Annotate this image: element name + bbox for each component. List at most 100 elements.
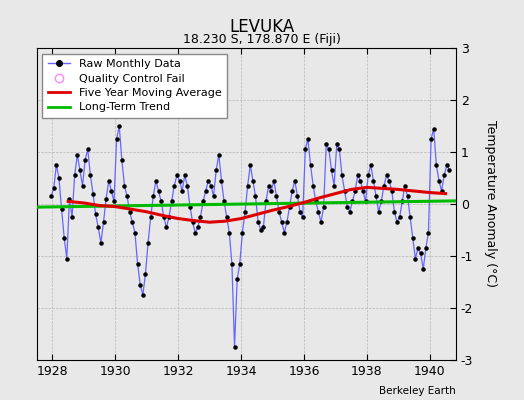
Point [60, 234, 69, 241]
Point [170, 182, 179, 189]
Text: Berkeley Earth: Berkeley Earth [379, 386, 456, 396]
Point [76, 167, 84, 174]
Point [144, 240, 152, 246]
Point [369, 178, 378, 184]
Point [265, 182, 273, 189]
Point [186, 203, 194, 210]
Point [317, 219, 325, 225]
Point [351, 188, 359, 194]
Point [320, 203, 328, 210]
Point [149, 193, 158, 199]
Point [275, 209, 283, 215]
Point [70, 172, 79, 178]
Point [364, 172, 373, 178]
Point [100, 219, 108, 225]
Point [443, 162, 451, 168]
Point [121, 182, 129, 189]
Point [52, 162, 61, 168]
Point [367, 162, 375, 168]
Point [246, 162, 255, 168]
Point [430, 126, 438, 132]
Point [419, 266, 428, 272]
Point [348, 198, 357, 205]
Point [288, 188, 297, 194]
Point [301, 146, 310, 153]
Point [115, 123, 124, 129]
Point [233, 276, 242, 282]
Point [105, 178, 113, 184]
Point [267, 188, 276, 194]
Point [92, 211, 100, 218]
Point [210, 193, 218, 199]
Point [314, 209, 323, 215]
Point [286, 203, 294, 210]
Point [333, 141, 341, 147]
Point [440, 172, 449, 178]
Point [102, 196, 111, 202]
Point [445, 167, 454, 174]
Point [110, 198, 118, 205]
Point [312, 198, 320, 205]
Point [424, 229, 433, 236]
Point [236, 261, 244, 267]
Point [113, 136, 121, 142]
Point [375, 209, 383, 215]
Point [338, 172, 346, 178]
Point [134, 261, 142, 267]
Point [191, 229, 200, 236]
Point [272, 193, 281, 199]
Point [335, 146, 344, 153]
Point [183, 182, 192, 189]
Point [168, 198, 176, 205]
Point [257, 227, 265, 233]
Point [398, 198, 407, 205]
Point [388, 188, 396, 194]
Point [422, 245, 430, 251]
Point [406, 214, 414, 220]
Point [147, 214, 155, 220]
Point [385, 178, 394, 184]
Point [165, 214, 173, 220]
Text: LEVUKA: LEVUKA [230, 18, 294, 36]
Point [141, 271, 150, 278]
Legend: Raw Monthly Data, Quality Control Fail, Five Year Moving Average, Long-Term Tren: Raw Monthly Data, Quality Control Fail, … [42, 54, 227, 118]
Point [136, 282, 145, 288]
Point [238, 229, 247, 236]
Point [199, 198, 208, 205]
Point [207, 182, 215, 189]
Point [325, 146, 333, 153]
Point [66, 196, 74, 202]
Point [194, 224, 202, 230]
Point [259, 224, 268, 230]
Point [299, 214, 307, 220]
Point [435, 178, 443, 184]
Point [212, 167, 221, 174]
Point [390, 209, 399, 215]
Point [204, 178, 213, 184]
Point [278, 219, 286, 225]
Point [54, 175, 63, 181]
Point [393, 219, 401, 225]
Point [293, 193, 302, 199]
Point [157, 198, 166, 205]
Point [296, 209, 304, 215]
Point [178, 188, 187, 194]
Point [81, 156, 90, 163]
Point [126, 209, 134, 215]
Point [372, 193, 380, 199]
Point [189, 219, 197, 225]
Point [409, 234, 417, 241]
Point [427, 136, 435, 142]
Point [307, 162, 315, 168]
Point [438, 188, 446, 194]
Point [270, 178, 278, 184]
Point [241, 209, 249, 215]
Point [377, 198, 386, 205]
Y-axis label: Temperature Anomaly (°C): Temperature Anomaly (°C) [484, 120, 497, 288]
Point [123, 193, 132, 199]
Point [354, 172, 362, 178]
Point [97, 240, 105, 246]
Point [68, 214, 77, 220]
Point [155, 188, 163, 194]
Point [107, 188, 116, 194]
